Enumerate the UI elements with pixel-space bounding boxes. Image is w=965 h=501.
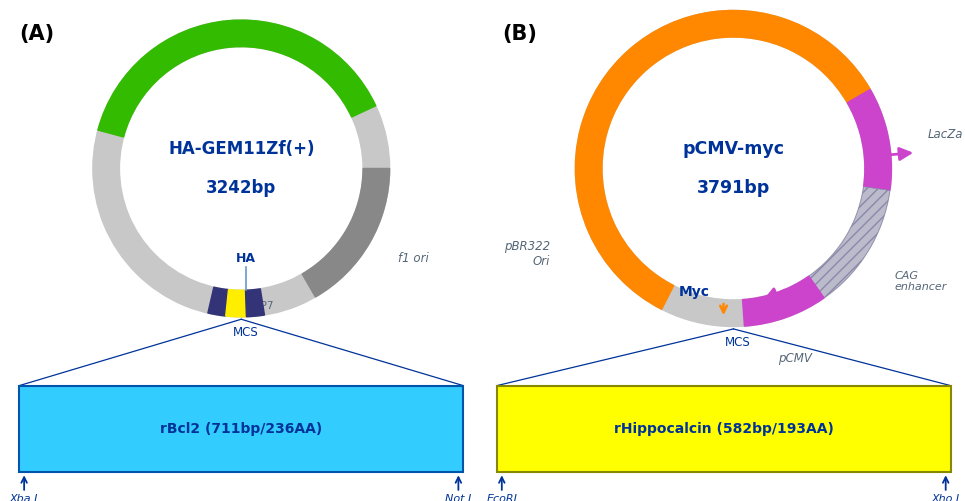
Text: Xba I: Xba I: [10, 494, 39, 501]
Wedge shape: [97, 20, 375, 137]
Text: HA-GEM11Zf(+): HA-GEM11Zf(+): [168, 140, 315, 158]
Text: pBR322
Ori: pBR322 Ori: [504, 240, 550, 268]
Wedge shape: [743, 276, 824, 326]
Wedge shape: [864, 168, 892, 190]
Bar: [19, 386, 463, 472]
Text: pCMV-myc: pCMV-myc: [682, 140, 785, 158]
Wedge shape: [226, 290, 246, 317]
Text: rBcl2 (711bp/236AA): rBcl2 (711bp/236AA): [160, 422, 322, 436]
Text: Not I: Not I: [445, 494, 472, 501]
Text: pCMV: pCMV: [778, 352, 812, 365]
Bar: [497, 386, 951, 472]
Text: Xho I: Xho I: [931, 494, 960, 501]
Text: 3242bp: 3242bp: [207, 179, 276, 197]
Text: HA: HA: [236, 252, 256, 265]
Wedge shape: [245, 289, 264, 317]
Text: EcoRI: EcoRI: [486, 494, 517, 501]
Text: LacZa: LacZa: [927, 128, 963, 141]
Text: SP7: SP7: [255, 301, 274, 311]
Text: CAG
enhancer: CAG enhancer: [895, 271, 947, 292]
Text: rHippocalcin (582bp/193AA): rHippocalcin (582bp/193AA): [614, 422, 834, 436]
Wedge shape: [575, 128, 674, 309]
Wedge shape: [93, 20, 390, 317]
Wedge shape: [847, 90, 892, 168]
Wedge shape: [575, 11, 892, 327]
Text: MCS: MCS: [234, 327, 259, 340]
Wedge shape: [207, 287, 229, 316]
Text: MCS: MCS: [726, 336, 751, 349]
Text: 3791bp: 3791bp: [697, 179, 770, 197]
Wedge shape: [302, 168, 390, 297]
Text: (A): (A): [19, 24, 54, 44]
Text: Myc: Myc: [679, 285, 710, 299]
Wedge shape: [581, 11, 870, 134]
Wedge shape: [809, 187, 890, 298]
Text: SP6: SP6: [209, 301, 229, 311]
Text: f1 ori: f1 ori: [398, 253, 428, 266]
Text: (B): (B): [502, 24, 537, 44]
